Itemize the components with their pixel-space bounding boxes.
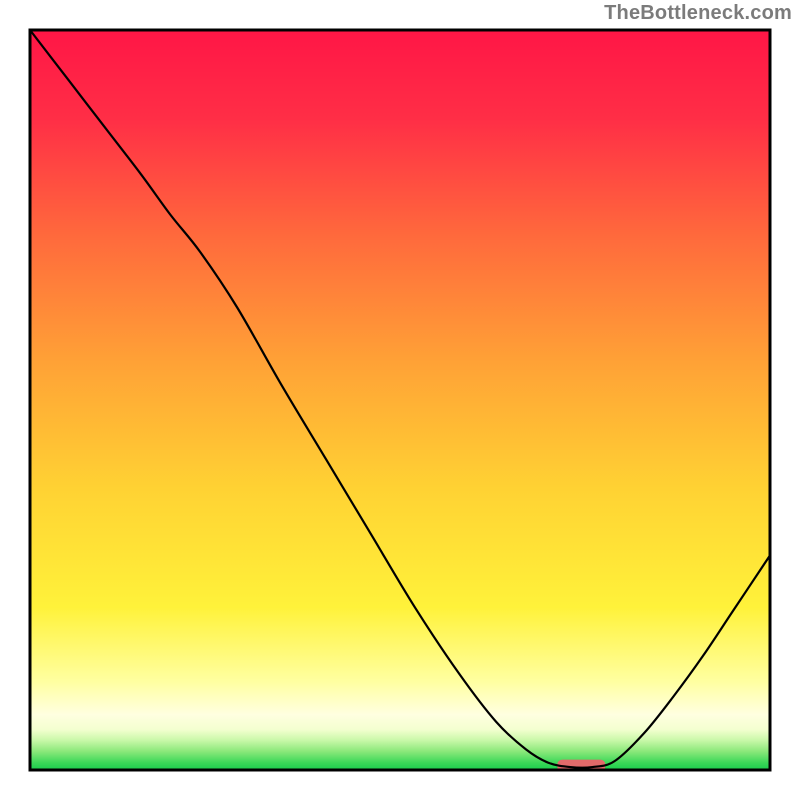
plot-background-gradient bbox=[30, 30, 770, 770]
bottleneck-chart-svg bbox=[0, 0, 800, 800]
chart-container: TheBottleneck.com bbox=[0, 0, 800, 800]
watermark-text: TheBottleneck.com bbox=[604, 2, 792, 25]
